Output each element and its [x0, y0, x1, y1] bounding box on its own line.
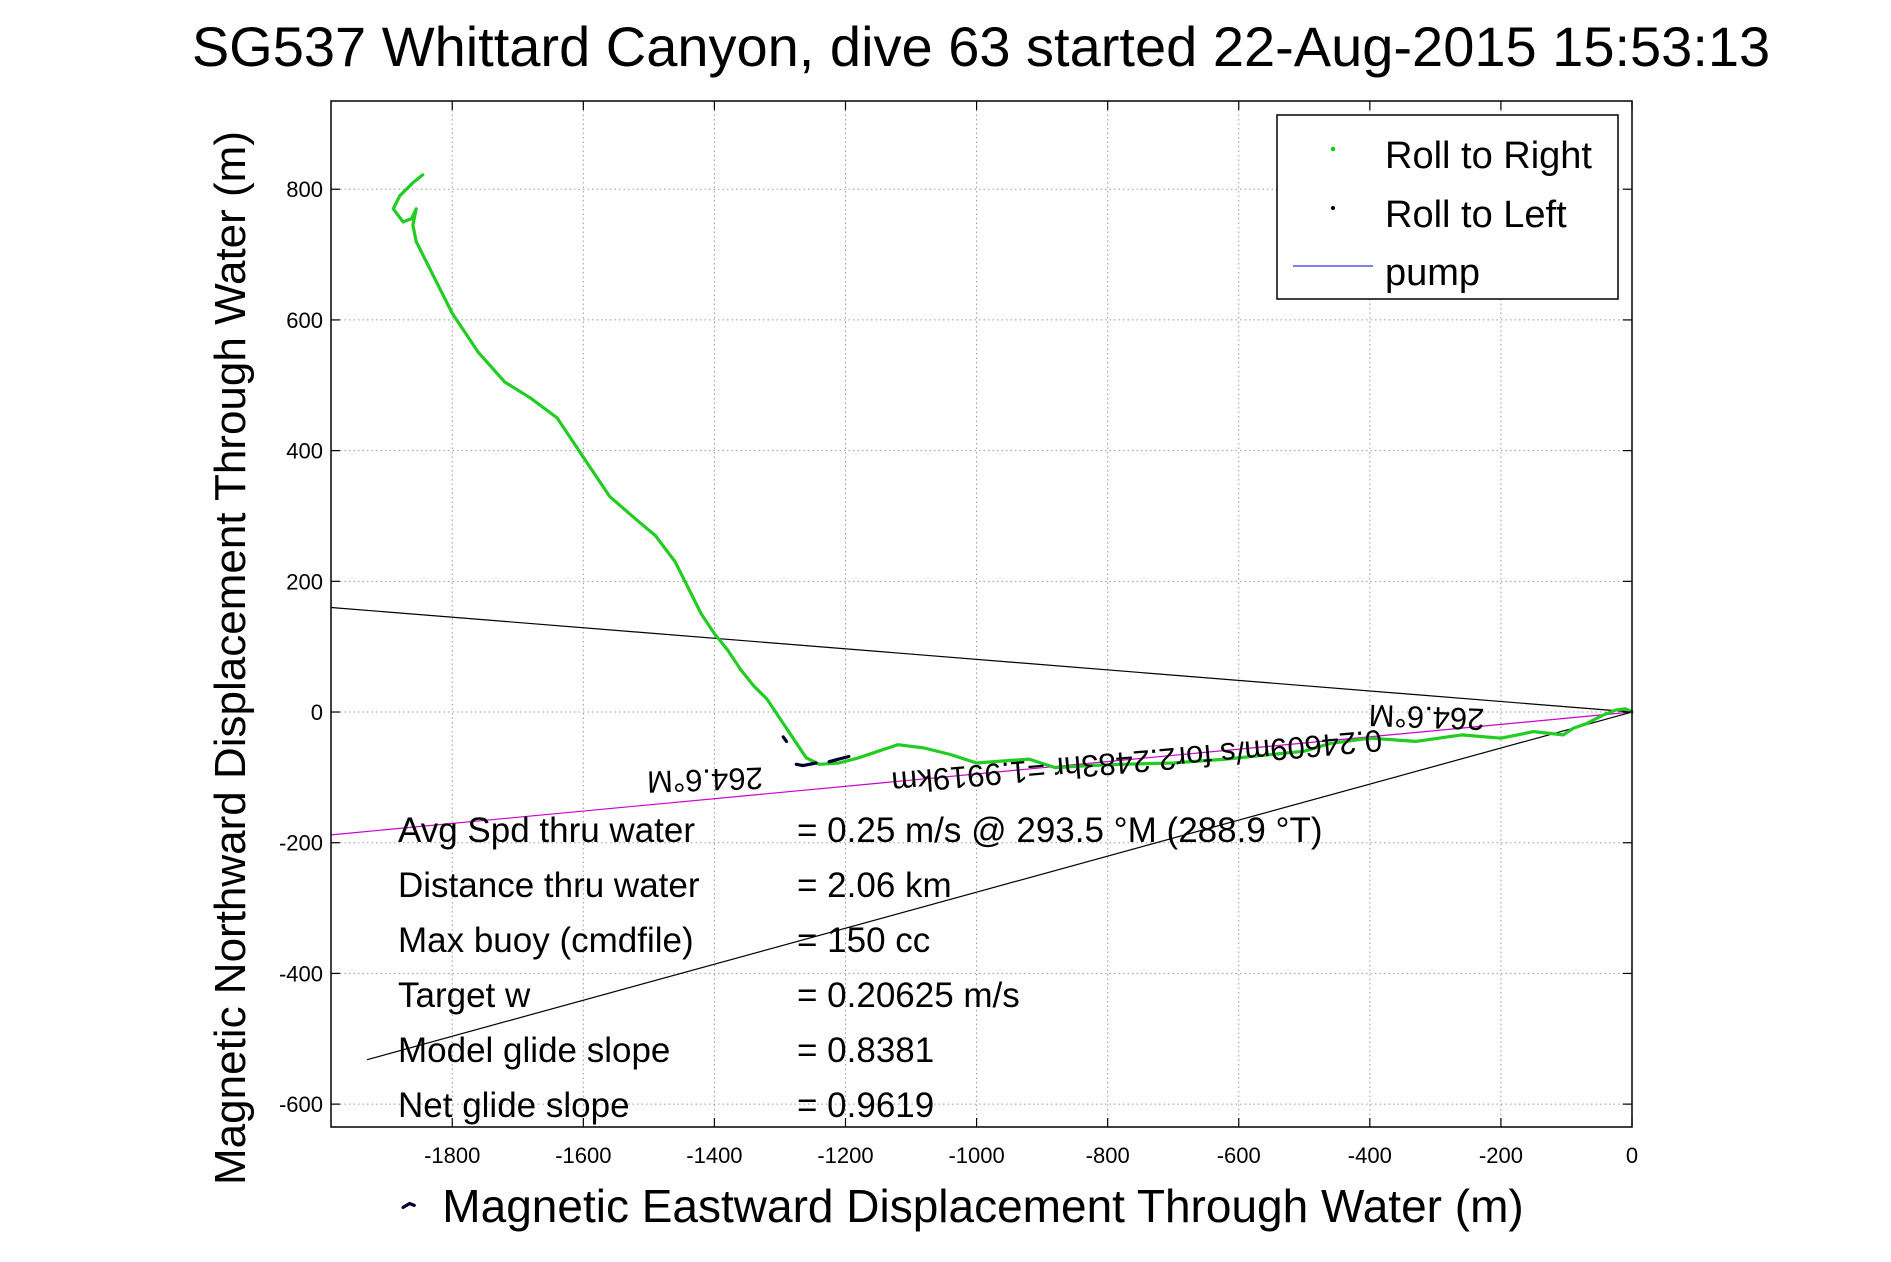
annotation-label: Avg Spd thru water — [398, 811, 695, 850]
x-tick-label: -600 — [1217, 1143, 1261, 1168]
y-axis-label: Magnetic Northward Displacement Through … — [206, 131, 255, 1185]
x-tick-label: -200 — [1479, 1143, 1523, 1168]
series-roll-left-segment — [781, 735, 789, 744]
annotation-label: Max buoy (cmdfile) — [398, 921, 694, 960]
x-tick-label: -1800 — [424, 1143, 480, 1168]
annotation-value: = 0.25 m/s @ 293.5 °M (288.9 °T) — [797, 811, 1323, 850]
x-tick-label: -1400 — [686, 1143, 742, 1168]
x-tick-label: -800 — [1086, 1143, 1130, 1168]
x-tick-label: -1200 — [817, 1143, 873, 1168]
y-tick-label: 800 — [286, 177, 323, 202]
y-tick-label: 0 — [311, 700, 323, 725]
annotation-value: = 2.06 km — [797, 866, 952, 905]
rotated-reference-label: 264.6°M — [1368, 698, 1485, 737]
annotation-label: Target w — [398, 976, 531, 1015]
y-tick-label: 400 — [286, 439, 323, 464]
legend-roll-right-marker — [1330, 146, 1336, 152]
legend-roll-left-label: Roll to Left — [1385, 194, 1567, 236]
x-tick-label: 0 — [1626, 1143, 1638, 1168]
annotation-label: Model glide slope — [398, 1031, 670, 1070]
y-tick-label: -400 — [279, 961, 323, 986]
axis-ticks: -1800 -1600 -1400 -1200 -1000 -800 -600 -400 -20… — [279, 101, 1638, 1168]
legend-roll-left-marker — [1331, 206, 1335, 210]
annotation-value: = 0.20625 m/s — [797, 976, 1020, 1015]
reference-line — [366, 711, 1633, 1061]
series-layer — [391, 173, 1634, 1210]
annotation-value: = 0.9619 — [797, 1086, 934, 1125]
annotation-label: Distance thru water — [398, 866, 700, 905]
reference-line — [330, 606, 1633, 713]
y-tick-label: -200 — [279, 831, 323, 856]
legend-box — [1276, 114, 1619, 300]
reference-lines — [330, 606, 1633, 1061]
series-roll-left-segment — [794, 761, 818, 768]
series-roll-left-segment — [827, 754, 851, 764]
x-tick-label: -1600 — [555, 1143, 611, 1168]
legend: Roll to Right Roll to Left pump — [1276, 114, 1619, 300]
legend-roll-right-label: Roll to Right — [1385, 135, 1592, 177]
chart-title: SG537 Whittard Canyon, dive 63 started 2… — [192, 15, 1770, 78]
y-tick-label: -600 — [279, 1092, 323, 1117]
reference-line — [330, 711, 1633, 836]
x-tick-label: -400 — [1348, 1143, 1392, 1168]
series-roll-left-segment — [401, 1201, 416, 1210]
annotation-value: = 150 cc — [797, 921, 930, 960]
legend-pump-label: pump — [1385, 252, 1480, 294]
annotation-block: Avg Spd thru water = 0.25 m/s @ 293.5 °M … — [398, 811, 1323, 1125]
rotated-reference-label: 264.6°M — [646, 760, 763, 799]
plot-border — [330, 100, 1633, 1128]
annotation-value: = 0.8381 — [797, 1031, 934, 1070]
y-tick-label: 200 — [286, 569, 323, 594]
y-tick-label: 600 — [286, 308, 323, 333]
x-tick-label: -1000 — [948, 1143, 1004, 1168]
series-roll-right-line — [391, 173, 1634, 770]
x-axis-label: Magnetic Eastward Displacement Through W… — [442, 1180, 1523, 1232]
annotation-label: Net glide slope — [398, 1086, 630, 1125]
